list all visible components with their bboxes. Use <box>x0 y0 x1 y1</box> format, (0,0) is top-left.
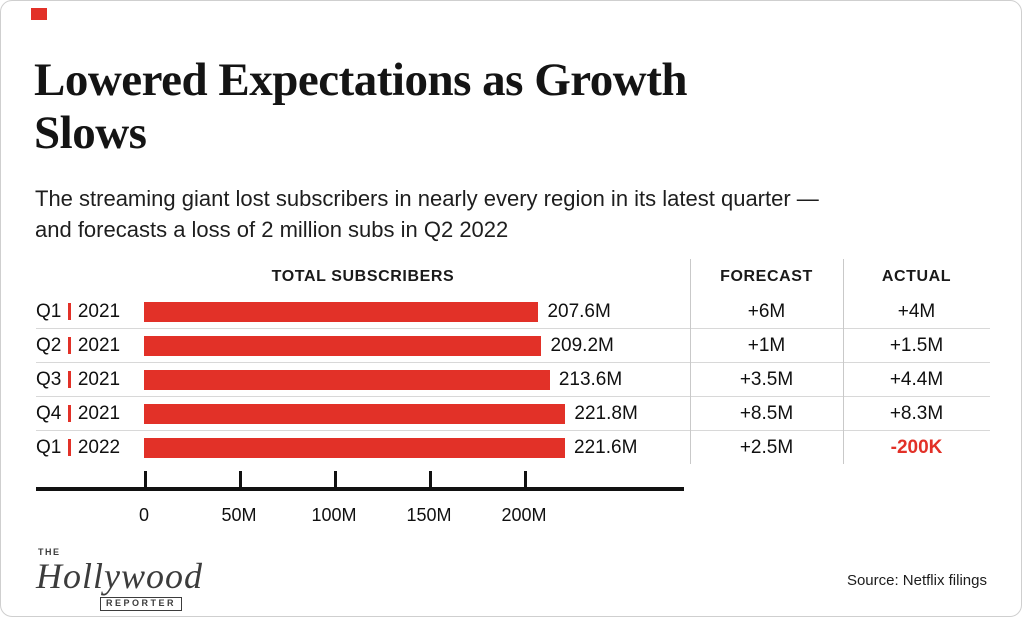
subscriber-value: 207.6M <box>547 300 611 322</box>
red-pipe-icon <box>68 439 71 456</box>
axis-tick-label: 150M <box>406 505 452 525</box>
year-label: 2021 <box>77 402 121 424</box>
bar-cell: 209.2M <box>144 329 690 362</box>
bar-cell: 207.6M <box>144 295 690 328</box>
axis-tick <box>144 471 147 487</box>
table-row: Q1 2021 207.6M +6M +4M <box>36 295 990 329</box>
brand-accent-square <box>31 8 47 20</box>
row-label: Q2 2021 <box>36 335 144 357</box>
column-divider-actual <box>843 259 844 464</box>
table-row: Q4 2021 221.8M +8.5M +8.3M <box>36 397 990 431</box>
red-pipe-icon <box>68 303 71 320</box>
forecast-value: +1M <box>747 334 786 356</box>
year-label: 2021 <box>77 300 121 322</box>
axis-tick <box>429 471 432 487</box>
forecast-value: +3.5M <box>739 368 794 390</box>
column-header-subscribers: TOTAL SUBSCRIBERS <box>271 268 455 285</box>
x-axis: 0 50M 100M 150M 200M <box>36 465 990 545</box>
axis-tick-label: 100M <box>311 505 357 525</box>
bar-cell: 221.6M <box>144 431 690 464</box>
bar-cell: 213.6M <box>144 363 690 396</box>
subscriber-bar <box>144 437 566 458</box>
year-label: 2022 <box>77 436 121 458</box>
actual-value: +8.3M <box>889 402 944 424</box>
quarter-label: Q4 <box>36 402 62 424</box>
axis-tick-label: 50M <box>221 505 257 525</box>
axis-tick-label: 200M <box>501 505 547 525</box>
subscriber-bar <box>144 301 539 322</box>
column-header-forecast: FORECAST <box>720 268 813 285</box>
footer: THE Hollywood REPORTER Source: Netflix f… <box>36 546 987 611</box>
red-pipe-icon <box>68 405 71 422</box>
year-label: 2021 <box>77 368 121 390</box>
subscribers-table: TOTAL SUBSCRIBERS FORECAST ACTUAL Q1 202… <box>36 259 990 464</box>
subscriber-value: 221.6M <box>574 436 638 458</box>
subscriber-value: 213.6M <box>558 368 623 390</box>
red-pipe-icon <box>68 337 71 354</box>
row-label: Q4 2021 <box>36 403 144 425</box>
subscriber-bar <box>144 403 566 424</box>
actual-value: +1.5M <box>889 334 944 356</box>
bar-cell: 221.8M <box>144 397 690 430</box>
quarter-label: Q1 <box>36 300 62 322</box>
year-label: 2021 <box>77 334 121 356</box>
column-header-actual: ACTUAL <box>881 268 952 285</box>
axis-line <box>36 487 684 491</box>
quarter-label: Q2 <box>36 334 62 356</box>
table-row: Q3 2021 213.6M +3.5M +4.4M <box>36 363 990 397</box>
table-row: Q1 2022 221.6M +2.5M -200K <box>36 431 990 464</box>
logo-hollywood-text: Hollywood <box>36 556 203 596</box>
subscriber-value: 209.2M <box>550 334 614 356</box>
quarter-label: Q1 <box>36 436 62 458</box>
red-pipe-icon <box>68 371 71 388</box>
actual-value: +4M <box>897 300 936 322</box>
column-divider-forecast <box>690 259 691 464</box>
forecast-value: +8.5M <box>739 402 794 424</box>
chart-subtitle: The streaming giant lost subscribers in … <box>35 186 819 243</box>
subscriber-bar <box>144 335 542 356</box>
hollywood-reporter-logo: THE Hollywood REPORTER <box>36 548 203 611</box>
subscriber-value: 221.8M <box>574 402 638 424</box>
axis-tick <box>239 471 242 487</box>
axis-tick-label: 0 <box>138 505 149 525</box>
source-attribution: Source: Netflix filings <box>846 572 987 589</box>
forecast-value: +2.5M <box>739 436 794 458</box>
row-label: Q1 2021 <box>36 301 144 323</box>
quarter-label: Q3 <box>36 368 62 390</box>
table-row: Q2 2021 209.2M +1M +1.5M <box>36 329 990 363</box>
row-label: Q3 2021 <box>36 369 144 391</box>
axis-tick <box>524 471 527 487</box>
axis-tick <box>334 471 337 487</box>
subscriber-bar <box>144 369 550 390</box>
chart-title: Lowered Expectations as Growth Slows <box>34 54 688 160</box>
logo-reporter-text: REPORTER <box>100 596 183 611</box>
table-header: TOTAL SUBSCRIBERS FORECAST ACTUAL <box>36 259 990 295</box>
actual-value: -200K <box>890 436 943 458</box>
row-label: Q1 2022 <box>36 437 144 459</box>
forecast-value: +6M <box>747 300 786 322</box>
actual-value: +4.4M <box>889 368 944 390</box>
logo-the-text: THE <box>38 547 61 557</box>
